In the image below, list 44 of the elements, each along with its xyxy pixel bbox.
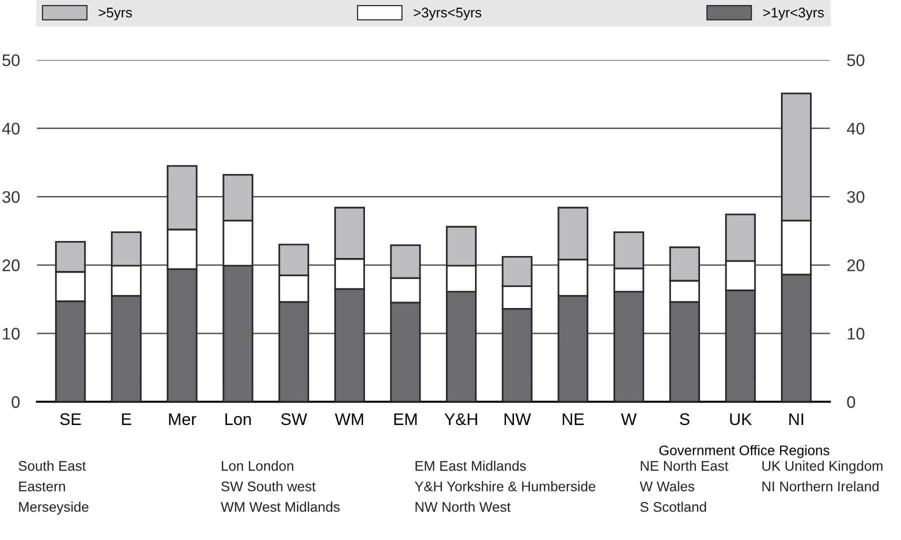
x-tick-label: NI xyxy=(789,413,804,425)
y2-tick-label: 10 xyxy=(848,328,864,340)
y-tick-label: 0 xyxy=(12,396,20,408)
legend-label: >5yrs xyxy=(98,8,132,20)
x-tick-label: S xyxy=(680,413,690,426)
text: South East xyxy=(18,460,86,471)
text: NW North West xyxy=(416,502,511,512)
y2-tick-label: 40 xyxy=(846,122,864,135)
text: Merseyside xyxy=(19,502,88,515)
y-tick-label: 20 xyxy=(2,259,20,272)
text: Y&H Yorkshire & Humberside xyxy=(414,481,596,492)
y2-tick-label: 50 xyxy=(847,54,864,66)
x-tick-label: Lon xyxy=(225,413,251,426)
x-tick-label: EM xyxy=(394,413,417,425)
x-tick-label: E xyxy=(122,413,132,425)
x-tick-label: W xyxy=(621,413,637,425)
y2-tick-label: 30 xyxy=(847,191,864,203)
x-tick-label: SW xyxy=(281,413,308,426)
text: NE North East xyxy=(640,460,728,471)
x-tick-label: NW xyxy=(504,413,531,425)
text: W Wales xyxy=(640,481,694,492)
y-tick-label: 40 xyxy=(2,122,20,135)
x-tick-label: UK xyxy=(730,413,752,426)
text: EM East Midlands xyxy=(416,460,526,471)
x-tick-label: NE xyxy=(562,413,584,425)
text: NI Northern Ireland xyxy=(762,481,879,492)
y-tick-label: 50 xyxy=(2,54,20,66)
text: Lon London xyxy=(222,460,294,471)
text: UK United Kingdom xyxy=(762,460,882,474)
legend-label: >1yr<3yrs xyxy=(763,8,824,20)
y2-tick-label: 0 xyxy=(847,396,856,408)
y-tick-label: 10 xyxy=(3,328,20,340)
text: WM West Midlands xyxy=(220,502,340,512)
x-axis-title: Government Office Regions xyxy=(659,445,830,458)
x-tick-label: Y&H xyxy=(444,413,478,426)
x-tick-label: WM xyxy=(334,413,364,425)
legend-label: >3yrs<5yrs xyxy=(414,8,482,20)
text: SW South west xyxy=(221,481,316,492)
text: Eastern xyxy=(19,482,65,492)
x-tick-label: Mer xyxy=(169,413,196,426)
y2-tick-label: 20 xyxy=(847,259,864,272)
text: S Scotland xyxy=(640,502,706,512)
y-tick-label: 30 xyxy=(2,191,20,203)
x-tick-label: SE xyxy=(60,413,81,426)
